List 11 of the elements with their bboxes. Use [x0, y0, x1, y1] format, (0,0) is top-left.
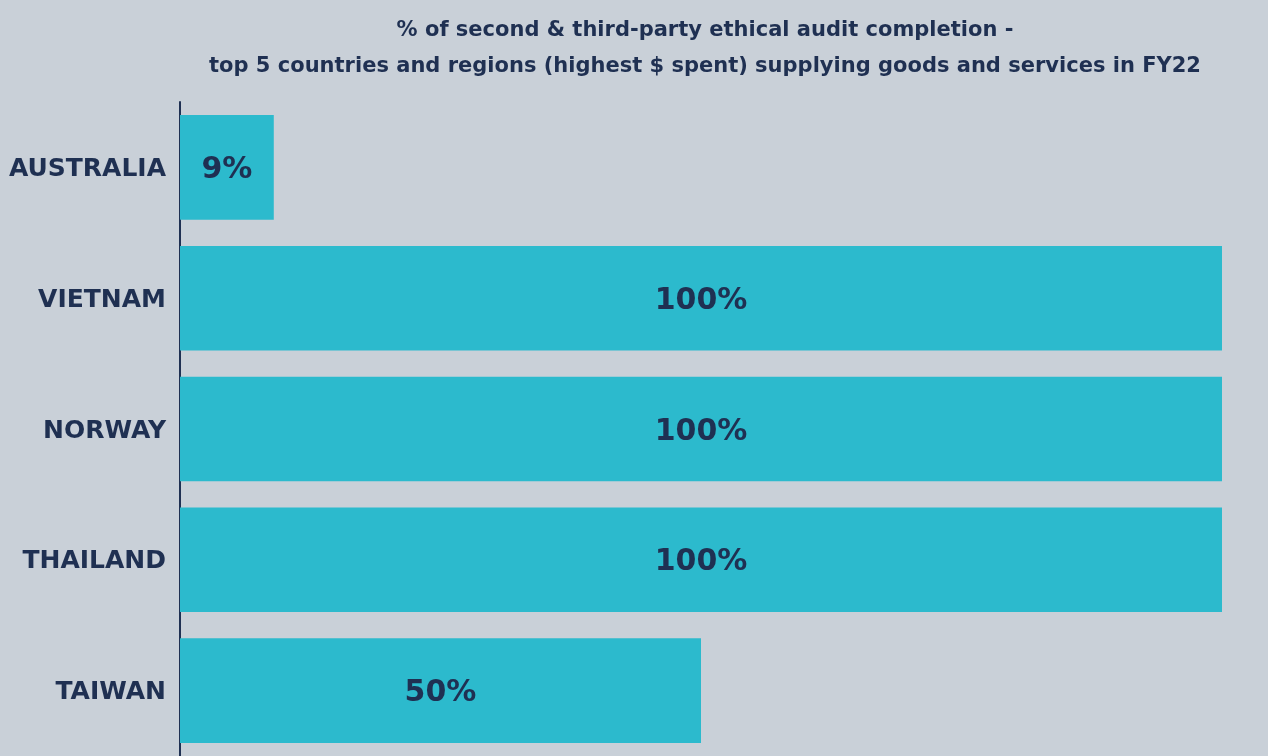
y-tick-label: VIETNAM [38, 283, 166, 313]
y-tick-label: AUSTRALIA [8, 152, 167, 182]
chart-title: % of second & third-party ethical audit completion - top 5 countries and regions (highest $ spent) supplying goods and services in FY22 [209, 17, 1201, 77]
y-tick-label: NORWAY [43, 414, 167, 444]
data-label: 9% [201, 149, 253, 185]
data-label: 100% [654, 542, 748, 578]
data-label: 100% [654, 411, 748, 447]
data-label: 50% [404, 673, 477, 709]
data-label: 100% [654, 280, 748, 316]
y-tick-label: TAIWAN [55, 676, 166, 706]
y-tick-label: THAILAND [22, 545, 166, 575]
